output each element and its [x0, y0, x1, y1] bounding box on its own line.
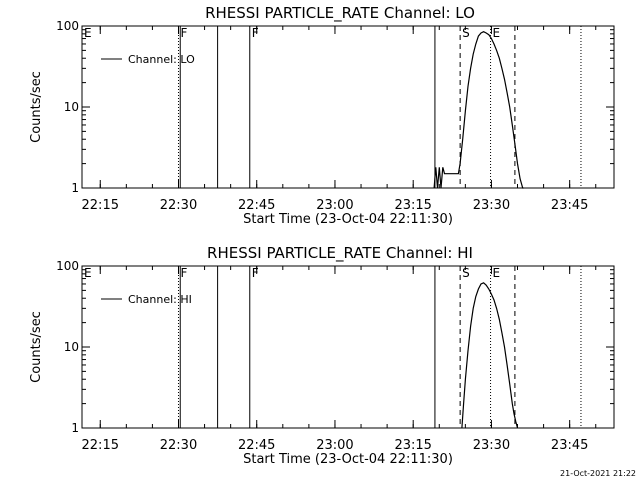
marker-label: E	[493, 26, 501, 40]
marker-label: F	[180, 26, 187, 40]
x-tick-label: 22:30	[160, 438, 197, 453]
y-tick-label: 1	[71, 421, 79, 435]
series-line	[461, 282, 519, 429]
y-tick-label: 10	[64, 100, 79, 114]
x-tick-label: 22:45	[238, 438, 275, 453]
x-tick-label: 22:30	[160, 198, 197, 213]
chart-title: RHESSI PARTICLE_RATE Channel: LO	[205, 4, 475, 23]
x-tick-label: 23:30	[473, 438, 510, 453]
series-line	[433, 31, 524, 189]
plot-frame	[81, 25, 615, 189]
x-tick-label: 22:15	[82, 198, 119, 213]
y-axis-title: Counts/sec	[29, 71, 44, 143]
y-tick-label: 100	[56, 19, 79, 33]
marker-label: F	[252, 26, 259, 40]
marker-label: E	[84, 26, 92, 40]
x-tick-label: 23:30	[473, 198, 510, 213]
y-tick-label: 10	[64, 340, 79, 354]
marker-label: S	[462, 266, 470, 280]
x-tick-label: 23:45	[551, 198, 588, 213]
plot-frame	[81, 265, 615, 429]
y-tick-label: 100	[56, 259, 79, 273]
x-tick-label: 23:00	[316, 198, 353, 213]
x-tick-label: 23:15	[394, 198, 431, 213]
x-tick-label: 22:45	[238, 198, 275, 213]
legend-entry: Channel: HI	[128, 293, 192, 306]
legend-entry: Channel: LO	[128, 53, 195, 66]
chart-panel-0: RHESSI PARTICLE_RATE Channel: LO 1 10 100 22…	[29, 4, 615, 227]
marker-label: F	[180, 266, 187, 280]
x-axis-title: Start Time (23-Oct-04 22:11:30)	[243, 452, 453, 467]
x-tick-label: 23:45	[551, 438, 588, 453]
marker-label: E	[493, 266, 501, 280]
marker-label: F	[252, 266, 259, 280]
x-tick-label: 23:00	[316, 438, 353, 453]
x-tick-label: 22:15	[82, 438, 119, 453]
footer-timestamp: 21-Oct-2021 21:22	[560, 469, 636, 478]
y-tick-label: 1	[71, 181, 79, 195]
x-tick-label: 23:15	[394, 438, 431, 453]
marker-label: E	[84, 266, 92, 280]
chart-panel-1: RHESSI PARTICLE_RATE Channel: HI 1 10 100 22…	[29, 244, 615, 467]
chart-title: RHESSI PARTICLE_RATE Channel: HI	[207, 244, 473, 263]
y-axis-title: Counts/sec	[29, 311, 44, 383]
marker-label: S	[462, 26, 470, 40]
x-axis-title: Start Time (23-Oct-04 22:11:30)	[243, 212, 453, 227]
